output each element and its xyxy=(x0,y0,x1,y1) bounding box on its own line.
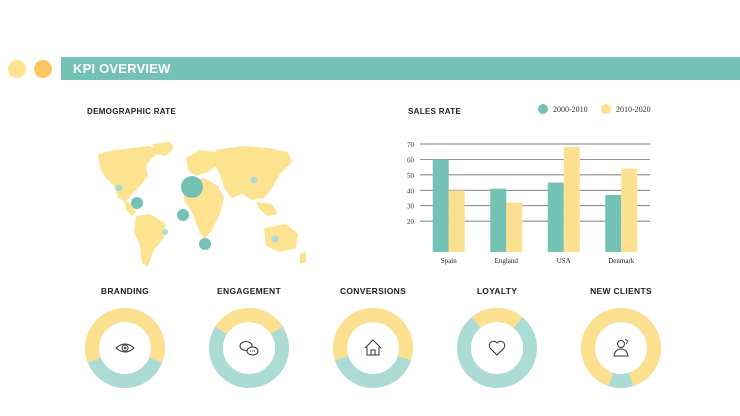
donut-segment xyxy=(215,308,283,335)
decor-dot-2 xyxy=(34,60,52,78)
central-america-shape xyxy=(124,200,136,216)
y-tick-label: 20 xyxy=(407,218,415,226)
north-america-shape xyxy=(98,146,162,202)
legend-swatch-1 xyxy=(538,104,548,114)
legend-item-1: 2000-2010 xyxy=(538,104,588,114)
map-bubble-small xyxy=(250,176,258,184)
europe-shape xyxy=(186,150,218,176)
bar-england-2010-2020 xyxy=(506,202,523,252)
kpi-branding-label: BRANDING xyxy=(70,286,180,296)
page-title: KPI OVERVIEW xyxy=(73,61,171,76)
greenland-shape xyxy=(152,142,174,156)
house-icon xyxy=(364,339,382,356)
bar-denmark-2000-2010 xyxy=(605,194,622,252)
x-tick-label: Denmark xyxy=(608,257,635,265)
legend-item-2: 2010-2020 xyxy=(601,104,651,114)
decor-dot-1 xyxy=(8,60,26,78)
eye-icon xyxy=(115,343,135,353)
chat-bubbles-icon xyxy=(239,341,259,356)
bar-england-2000-2010 xyxy=(490,188,507,252)
kpi-title: LOYALTY xyxy=(476,286,518,296)
x-tick-label: USA xyxy=(557,257,571,265)
southeast-asia-shape xyxy=(256,202,278,216)
map-bubble-small xyxy=(162,229,168,235)
bar-denmark-2010-2020 xyxy=(621,168,638,252)
donut-center xyxy=(353,328,393,368)
y-tick-label: 30 xyxy=(407,203,415,211)
map-bubble xyxy=(199,238,211,250)
kpi-title: NEW CLIENTS xyxy=(590,286,652,296)
bar-usa-2000-2010 xyxy=(547,182,564,252)
header-banner: KPI OVERVIEW xyxy=(61,57,740,80)
map-title: DEMOGRAPHIC RATE xyxy=(87,107,177,116)
y-tick-label: 40 xyxy=(407,187,415,195)
kpi-donut xyxy=(85,308,165,388)
x-tick-label: England xyxy=(495,257,519,265)
kpi-title: ENGAGEMENT xyxy=(217,286,281,296)
new-zealand-shape xyxy=(300,252,306,264)
sales-title: SALES RATE xyxy=(408,107,462,116)
map-bubble xyxy=(131,197,143,209)
donut-segment xyxy=(471,308,523,329)
bar-spain-2000-2010 xyxy=(432,159,449,252)
donut-segment xyxy=(85,308,165,363)
kpi-engagement-label: ENGAGEMENT xyxy=(194,286,304,296)
y-tick-label: 50 xyxy=(407,172,415,180)
person-icon xyxy=(613,338,629,357)
donut-segment xyxy=(581,308,661,387)
legend-label-2: 2010-2020 xyxy=(616,104,651,114)
kpi-title: BRANDING xyxy=(100,286,150,296)
kpi-donut xyxy=(457,308,537,388)
bar-usa-2010-2020 xyxy=(563,147,580,252)
y-tick-label: 60 xyxy=(407,156,415,164)
bar-spain-2010-2020 xyxy=(448,190,465,252)
map-bubble-large xyxy=(181,176,203,198)
australia-shape xyxy=(264,224,298,252)
kpi-donut xyxy=(209,308,289,388)
heart-icon xyxy=(488,340,506,356)
legend-label-1: 2000-2010 xyxy=(553,104,588,114)
kpi-new-clients-label: NEW CLIENTS xyxy=(566,286,676,296)
world-map xyxy=(98,142,306,266)
legend-swatch-2 xyxy=(601,104,611,114)
kpi-donut xyxy=(581,308,661,388)
kpi-donut xyxy=(333,308,413,388)
x-tick-label: Spain xyxy=(441,257,457,265)
map-bubble-small xyxy=(271,235,279,243)
donut-center xyxy=(477,328,517,368)
kpi-loyalty-label: LOYALTY xyxy=(442,286,552,296)
asia-shape xyxy=(214,146,292,200)
kpi-title: CONVERSIONS xyxy=(339,286,407,296)
y-tick-label: 70 xyxy=(407,141,415,149)
kpi-conversions-label: CONVERSIONS xyxy=(318,286,428,296)
donut-segment xyxy=(333,308,413,361)
south-america-shape xyxy=(134,214,166,266)
map-bubble-small xyxy=(115,184,123,192)
map-bubble xyxy=(177,209,189,221)
